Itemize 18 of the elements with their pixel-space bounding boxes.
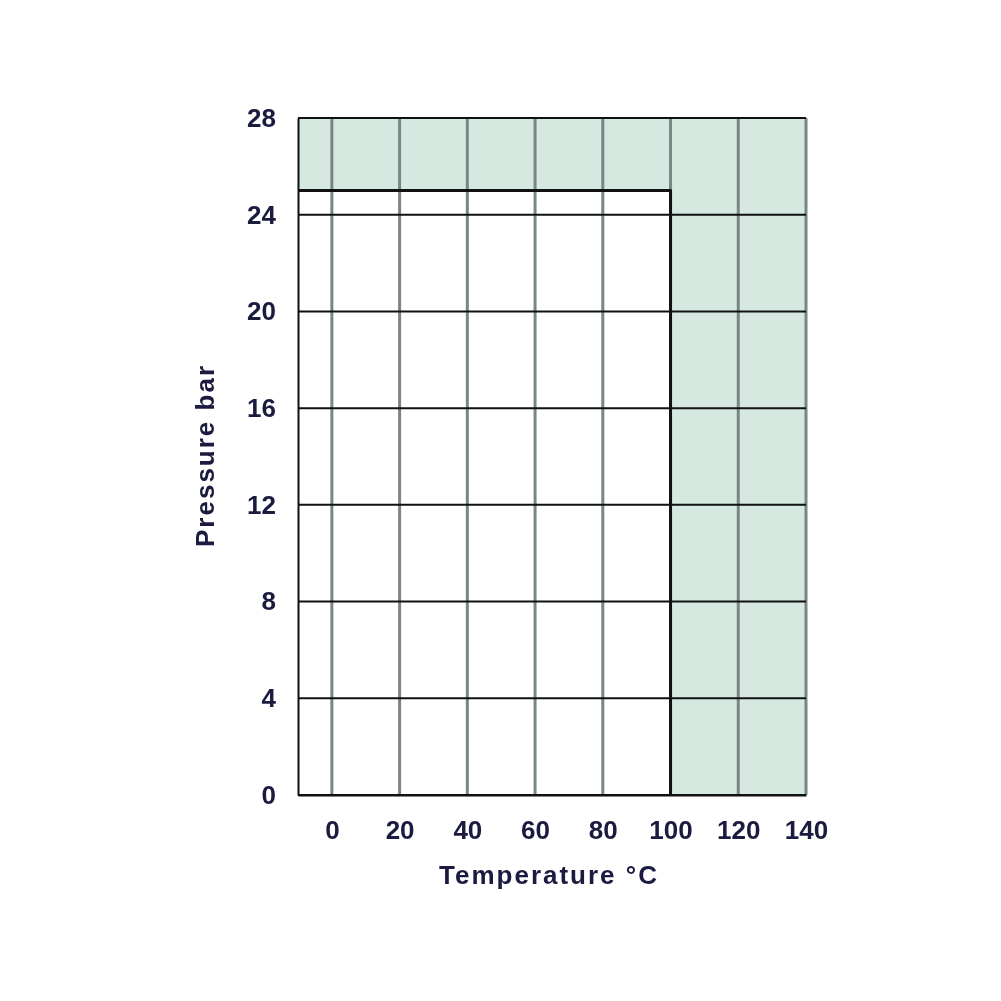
x-tick-label: 60 — [521, 815, 551, 846]
x-tick-label: 0 — [325, 815, 340, 846]
y-tick-label: 4 — [261, 683, 277, 714]
x-tick-label: 40 — [453, 815, 483, 846]
y-tick-label: 8 — [261, 586, 276, 617]
y-tick-label: 20 — [247, 296, 276, 327]
y-tick-label: 28 — [247, 102, 276, 133]
x-axis-title: Temperature °C — [439, 860, 659, 890]
y-tick-label: 16 — [247, 392, 276, 423]
x-tick-label: 140 — [784, 815, 829, 846]
y-axis-title: Pressure bar — [190, 364, 220, 547]
y-tick-label: 0 — [261, 779, 276, 810]
y-tick-label: 12 — [247, 489, 276, 520]
x-tick-label: 80 — [588, 815, 618, 846]
x-tick-label: 20 — [385, 815, 415, 846]
x-tick-label: 120 — [717, 815, 761, 846]
y-tick-label: 24 — [247, 199, 277, 230]
x-tick-label: 100 — [649, 815, 693, 846]
